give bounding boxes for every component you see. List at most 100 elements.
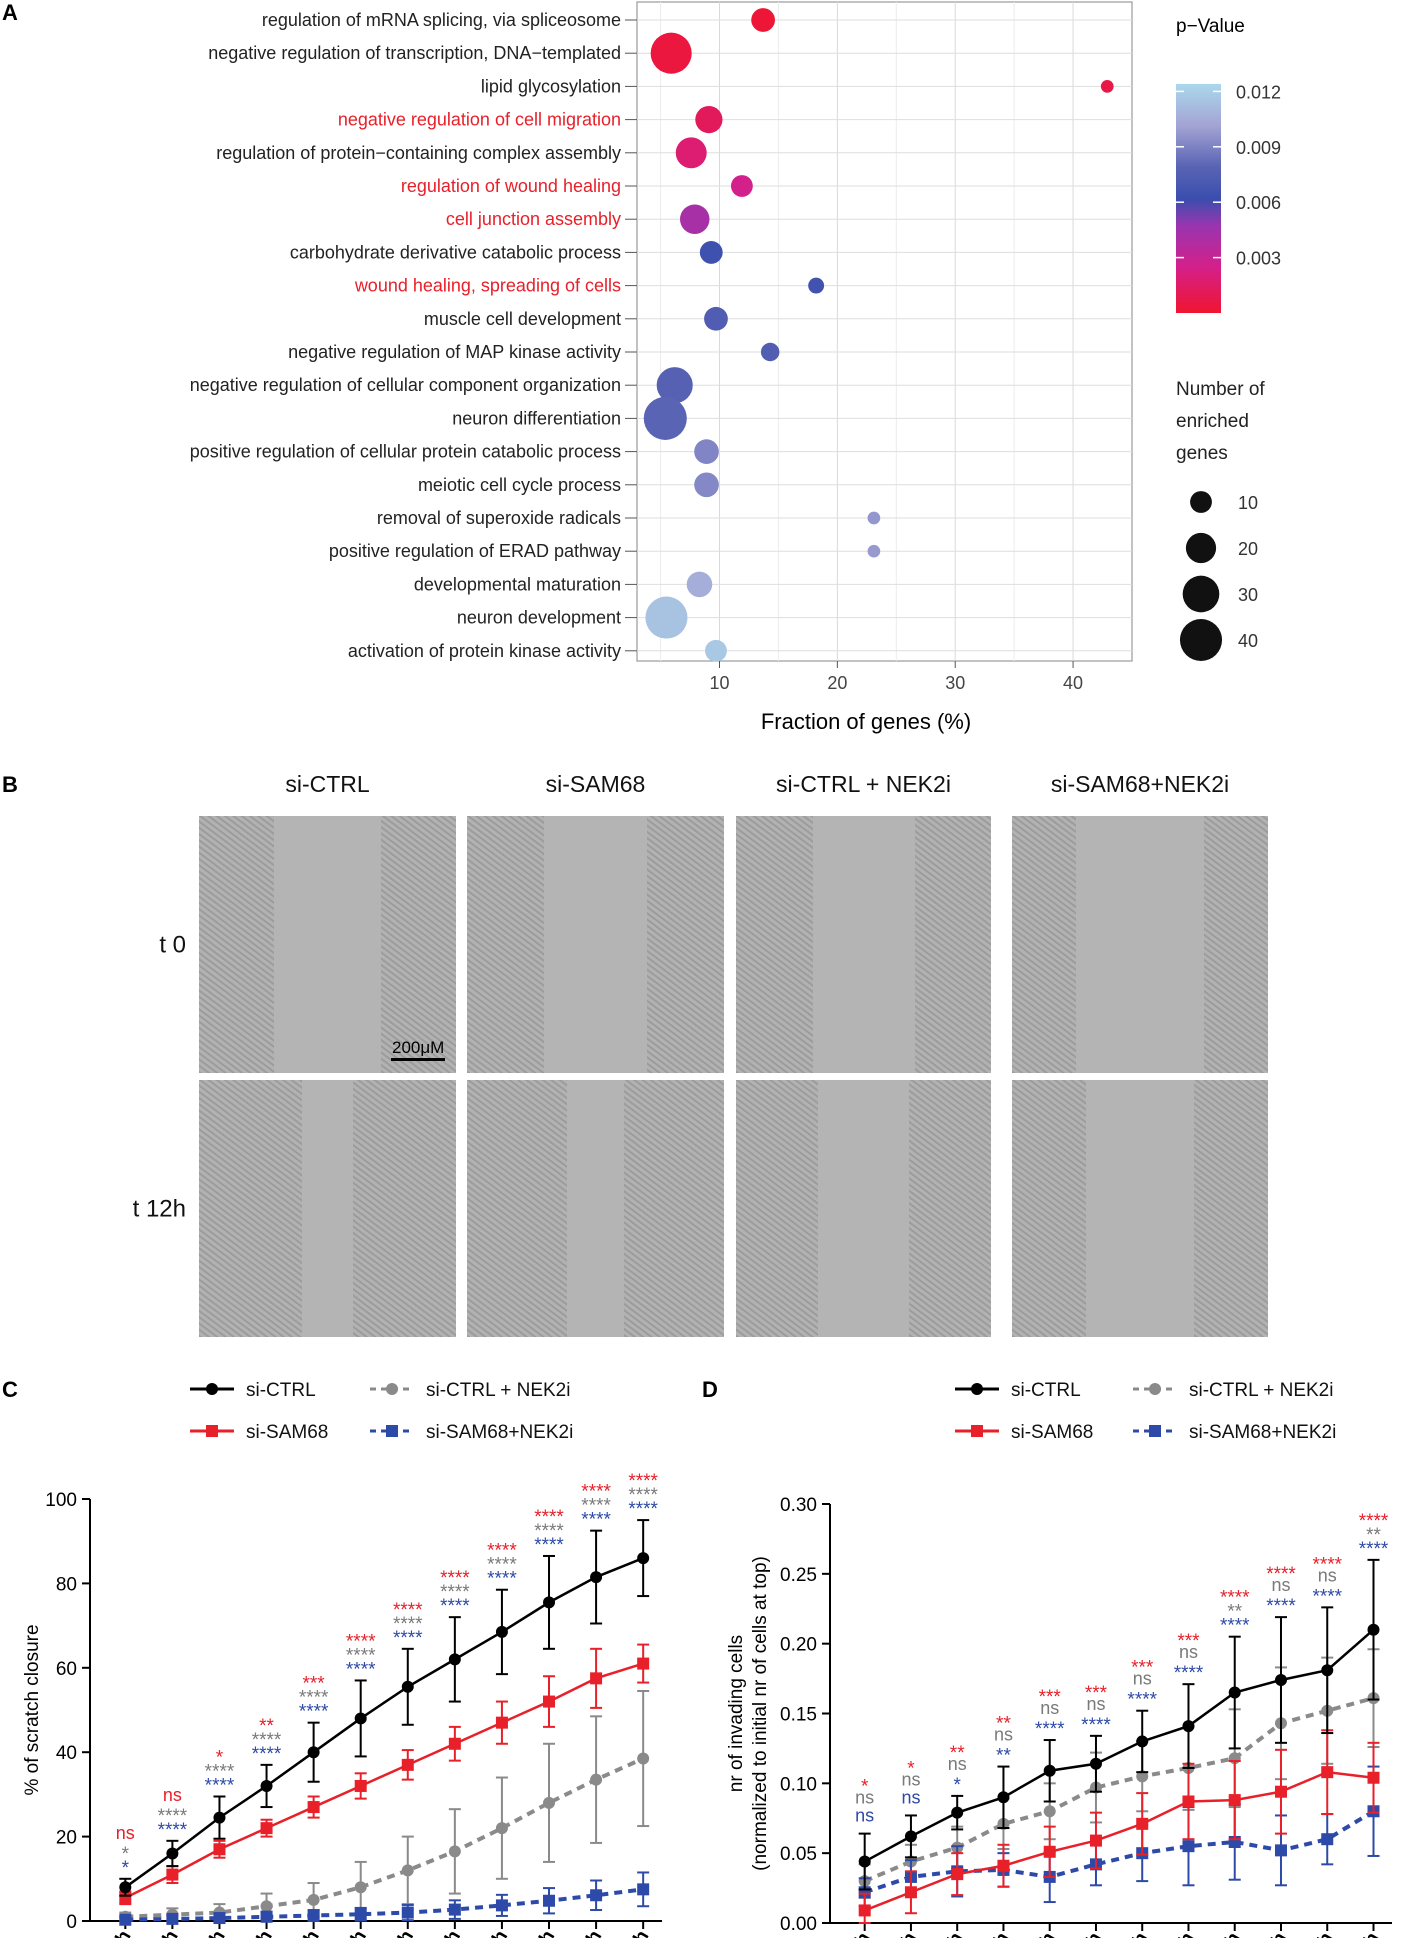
x-tick-label: 12h bbox=[619, 1927, 654, 1938]
column-label: si-SAM68+NEK2i bbox=[1051, 771, 1229, 797]
x-tick-label: 5h bbox=[1031, 1929, 1060, 1938]
data-point bbox=[1274, 1673, 1287, 1686]
bubble bbox=[680, 204, 710, 234]
data-point bbox=[858, 1855, 871, 1868]
term-label: negative regulation of transcription, DN… bbox=[208, 43, 621, 63]
data-point bbox=[543, 1894, 556, 1907]
x-tick-label: 12h bbox=[1349, 1929, 1384, 1938]
x-tick-label: 8h bbox=[1170, 1929, 1199, 1938]
scratch-gap bbox=[812, 816, 915, 1073]
significance-mark: ns bbox=[1133, 1669, 1152, 1689]
significance-mark: *** bbox=[1085, 1683, 1108, 1704]
significance-mark: **** bbox=[158, 1820, 188, 1841]
legend-marker bbox=[206, 1383, 218, 1395]
significance-mark: **** bbox=[534, 1507, 564, 1528]
significance-mark: * bbox=[122, 1858, 130, 1879]
data-point bbox=[590, 1571, 603, 1584]
x-tick-label: 40 bbox=[1063, 673, 1083, 693]
data-point bbox=[260, 1779, 273, 1792]
y-tick-label: 0.30 bbox=[780, 1495, 817, 1516]
significance-mark: ns bbox=[163, 1785, 182, 1805]
significance-mark: ns bbox=[1086, 1694, 1105, 1714]
bubble bbox=[705, 639, 727, 662]
significance-mark: ns bbox=[994, 1725, 1013, 1745]
data-point bbox=[401, 1680, 414, 1693]
scratch-gap bbox=[817, 1080, 910, 1337]
scratch-gap bbox=[544, 816, 647, 1073]
significance-mark: * bbox=[122, 1844, 130, 1865]
data-point bbox=[1182, 1720, 1195, 1733]
significance-mark: **** bbox=[440, 1582, 470, 1603]
data-point bbox=[307, 1746, 320, 1759]
y-tick-label: 0.25 bbox=[780, 1565, 817, 1586]
data-point bbox=[213, 1912, 226, 1925]
significance-mark: **** bbox=[487, 1541, 517, 1562]
x-tick-label: 10h bbox=[1257, 1929, 1292, 1938]
data-point bbox=[543, 1695, 556, 1708]
significance-mark: **** bbox=[252, 1730, 282, 1751]
legend-label: si-SAM68+NEK2i bbox=[1189, 1422, 1336, 1443]
data-point bbox=[590, 1773, 603, 1786]
significance-mark: ** bbox=[259, 1716, 274, 1737]
data-point bbox=[1367, 1623, 1380, 1636]
y-tick-label: 100 bbox=[45, 1490, 77, 1511]
significance-mark: **** bbox=[158, 1806, 188, 1827]
x-tick-label: 1h bbox=[846, 1929, 875, 1938]
bubble bbox=[694, 472, 719, 498]
data-point bbox=[354, 1881, 367, 1894]
legend-label: si-CTRL + NEK2i bbox=[426, 1380, 570, 1401]
data-point bbox=[1321, 1833, 1334, 1846]
significance-mark: **** bbox=[1220, 1616, 1250, 1637]
legend-item: si-SAM68 bbox=[190, 1422, 328, 1443]
significance-mark: ** bbox=[950, 1743, 965, 1764]
data-point bbox=[951, 1868, 964, 1881]
significance-mark: ns bbox=[855, 1806, 874, 1826]
data-point bbox=[495, 1899, 508, 1912]
significance-mark: **** bbox=[1127, 1690, 1157, 1711]
term-label: negative regulation of MAP kinase activi… bbox=[288, 342, 621, 362]
data-point bbox=[166, 1847, 179, 1860]
term-label: removal of superoxide radicals bbox=[377, 508, 621, 528]
significance-mark: **** bbox=[1081, 1715, 1111, 1736]
term-label: activation of protein kinase activity bbox=[348, 641, 621, 661]
x-tick-label: 3h bbox=[201, 1927, 230, 1938]
microscopy-image bbox=[1012, 816, 1268, 1073]
x-tick-label: 11h bbox=[572, 1927, 606, 1938]
column-label: si-SAM68 bbox=[546, 771, 646, 797]
series bbox=[858, 1729, 1380, 1924]
size-legend-dot bbox=[1190, 491, 1212, 513]
y-axis-label: % of scratch closure bbox=[22, 1624, 43, 1795]
panel-letter-d: D bbox=[702, 1377, 718, 1402]
significance-mark: * bbox=[216, 1748, 224, 1769]
significance-mark: ns bbox=[1040, 1698, 1059, 1718]
x-tick-label: 2h bbox=[153, 1927, 182, 1938]
significance-mark: **** bbox=[581, 1510, 611, 1531]
data-point bbox=[951, 1806, 964, 1819]
significance-mark: *** bbox=[1177, 1631, 1200, 1652]
x-tick-label: 6h bbox=[1077, 1929, 1106, 1938]
data-point bbox=[448, 1903, 461, 1916]
significance-mark: **** bbox=[534, 1535, 564, 1556]
x-tick-label: 3h bbox=[938, 1929, 967, 1938]
data-point bbox=[904, 1886, 917, 1899]
data-point bbox=[590, 1889, 603, 1902]
term-label: regulation of mRNA splicing, via spliceo… bbox=[262, 10, 621, 30]
scratch-gap bbox=[273, 816, 382, 1073]
term-label: neuron differentiation bbox=[452, 408, 621, 428]
significance-mark: ns bbox=[1271, 1575, 1290, 1595]
data-point bbox=[401, 1906, 414, 1919]
x-tick-label: 4h bbox=[248, 1927, 277, 1938]
data-point bbox=[997, 1791, 1010, 1804]
legend-marker bbox=[386, 1383, 398, 1395]
data-point bbox=[495, 1822, 508, 1835]
x-tick-label: 10h bbox=[525, 1927, 560, 1938]
bubble bbox=[760, 342, 780, 362]
legend-label: si-SAM68 bbox=[1011, 1422, 1093, 1443]
data-point bbox=[354, 1779, 367, 1792]
colorbar-tick-label: 0.006 bbox=[1236, 193, 1281, 213]
significance-mark: **** bbox=[252, 1744, 282, 1765]
colorbar-tick-label: 0.012 bbox=[1236, 82, 1281, 102]
y-tick-label: 0.15 bbox=[780, 1705, 817, 1726]
x-tick-label: 1h bbox=[106, 1927, 135, 1938]
significance-mark: **** bbox=[393, 1600, 423, 1621]
